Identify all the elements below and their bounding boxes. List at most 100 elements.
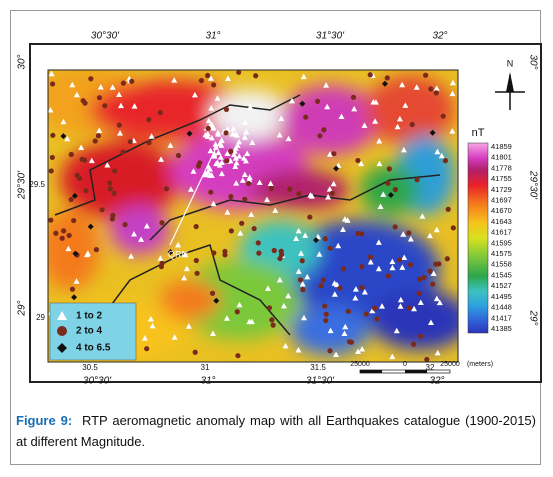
earthquake-triangle	[295, 268, 302, 274]
earthquake-triangle	[205, 117, 212, 124]
earthquake-triangle	[430, 270, 437, 277]
earthquake-circle	[228, 148, 234, 154]
earthquake-circle	[433, 90, 439, 96]
earthquake-circle	[95, 133, 102, 139]
earthquake-triangle	[331, 291, 338, 297]
earthquake-triangle	[96, 127, 103, 133]
earthquake-triangle	[339, 226, 346, 232]
earthquake-triangle	[48, 70, 55, 77]
earthquake-triangle	[88, 157, 95, 164]
top-coordinate: 31°30'	[316, 31, 345, 42]
earthquake-circle	[159, 260, 165, 266]
earthquake-circle	[144, 346, 150, 352]
earthquake-circle	[359, 284, 365, 291]
earthquake-triangle	[214, 159, 221, 166]
earthquake-circle	[416, 290, 422, 296]
earthquake-circle	[384, 75, 390, 81]
earthquake-circle	[146, 117, 152, 123]
earthquake-circle	[93, 247, 99, 253]
earthquake-circle	[194, 270, 200, 276]
earthquake-triangle	[380, 191, 387, 197]
earthquake-triangle	[324, 103, 331, 110]
colorbar-label: 41527	[491, 281, 512, 290]
earthquake-triangle	[338, 113, 345, 120]
earthquake-circle	[53, 230, 59, 236]
earthquake-triangle	[389, 258, 396, 265]
earthquake-triangle	[358, 160, 365, 167]
earthquake-circle	[359, 264, 365, 270]
earthquake-circle	[49, 154, 55, 161]
earthquake-triangle	[351, 105, 358, 112]
earthquake-circle	[317, 133, 323, 139]
earthquake-triangle	[208, 105, 215, 111]
earthquake-triangle	[241, 171, 248, 177]
earthquake-circle	[159, 220, 165, 226]
earthquake-triangle	[73, 278, 80, 284]
earthquake-triangle	[84, 251, 91, 258]
bottom-inner-coordinate: 31	[201, 363, 210, 372]
earthquake-diamond	[60, 133, 67, 140]
earthquake-circle	[251, 225, 257, 232]
colorbar-label: 41697	[491, 196, 512, 205]
earthquake-circle	[297, 277, 304, 283]
earthquake-circle	[331, 151, 337, 157]
earthquake-triangle	[182, 251, 189, 258]
earthquake-diamond	[87, 223, 94, 230]
earthquake-circle	[66, 232, 72, 239]
earthquake-triangle	[436, 299, 443, 306]
colorbar-label: 41729	[491, 185, 512, 194]
earthquake-circle	[374, 316, 380, 322]
earthquake-triangle	[104, 162, 111, 168]
earthquake-circle	[315, 98, 321, 105]
earthquake-circle	[83, 188, 89, 194]
earthquake-triangle	[143, 222, 150, 229]
earthquake-triangle	[223, 315, 230, 321]
earthquake-triangle	[419, 213, 426, 219]
earthquake-triangle	[48, 106, 54, 113]
scale-label: 0	[403, 361, 407, 368]
earthquake-triangle	[359, 346, 366, 352]
anomaly-map	[48, 70, 458, 362]
earthquake-triangle	[65, 245, 72, 252]
earthquake-circle	[198, 77, 205, 84]
legend-triangle	[57, 311, 67, 320]
earthquake-triangle	[236, 138, 243, 145]
bottom-coordinate: 32°	[429, 376, 444, 387]
earthquake-circle	[386, 166, 392, 172]
earthquake-triangle	[352, 286, 359, 292]
earthquake-triangle	[295, 227, 302, 234]
earthquake-triangle	[301, 314, 308, 321]
earthquake-diamond	[299, 100, 306, 107]
earthquake-circle	[175, 152, 182, 159]
earthquake-circle	[208, 189, 214, 195]
bottom-coordinate: 30°30'	[83, 376, 112, 387]
earthquake-triangle	[407, 236, 414, 242]
earthquake-triangle	[393, 327, 400, 334]
colorbar	[467, 142, 489, 334]
earthquake-circle	[80, 98, 86, 104]
earthquake-circle	[269, 317, 275, 323]
earthquake-circle	[74, 172, 80, 178]
earthquake-circle	[195, 163, 202, 169]
legend-label: 4 to 6.5	[76, 343, 111, 354]
earthquake-triangle	[147, 315, 154, 322]
earthquake-circle	[222, 248, 228, 255]
earthquake-circle	[211, 82, 217, 88]
earthquake-triangle	[232, 131, 239, 137]
legend-label: 2 to 4	[76, 326, 103, 337]
earthquake-triangle	[372, 118, 379, 124]
earthquake-circle	[300, 287, 306, 293]
earthquake-triangle	[413, 84, 420, 90]
earthquake-triangle	[149, 322, 156, 329]
earthquake-circle	[157, 110, 163, 116]
fault-label: QRN	[168, 249, 188, 259]
earthquake-circle	[407, 262, 414, 268]
earthquake-triangle	[402, 102, 409, 108]
earthquake-triangle	[449, 79, 456, 86]
earthquake-triangle	[433, 295, 440, 302]
earthquake-circle	[253, 73, 259, 79]
earthquake-circle	[234, 309, 240, 315]
earthquake-triangle	[367, 258, 374, 265]
earthquake-triangle	[449, 128, 456, 134]
earthquake-circle	[68, 151, 74, 158]
